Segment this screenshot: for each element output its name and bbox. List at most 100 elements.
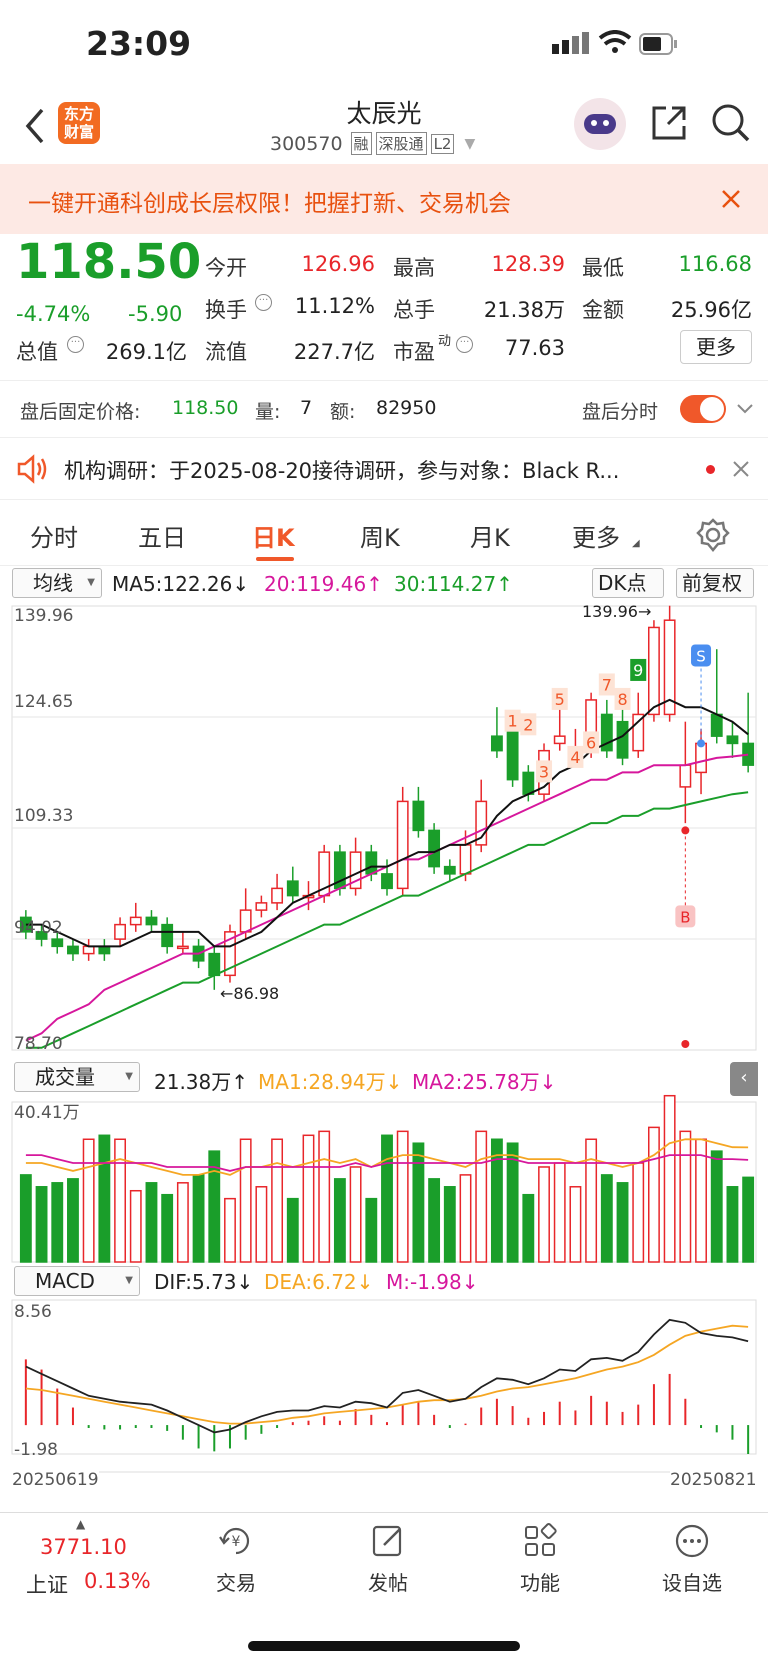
macd-dea-line [25,1324,749,1425]
candle-body [695,742,707,774]
tab-more[interactable]: 更多 [572,524,620,552]
chart-grid [11,605,757,1473]
info-icon[interactable]: ··· [255,294,272,311]
promo-banner[interactable]: 一键开通科创成长层权限！把握打新、交易机会 [0,164,768,234]
macd-plot [24,1318,750,1454]
banner-text: 一键开通科创成长层权限！把握打新、交易机会 [28,191,511,217]
volume-bar [412,1142,425,1263]
volume-ma1-line [25,1138,749,1176]
stock-code-row: 300570 融 深股通 L2 ▼ [270,132,475,155]
connect-badge: 深股通 [375,132,427,155]
candle-body [490,735,503,752]
volume-bar [553,1162,566,1263]
volume-bar [114,1138,126,1263]
candle-body [114,923,126,940]
news-ticker[interactable]: 机构调研：于2025-08-20接待调研，参与对象：Black R... [0,438,768,500]
close-icon[interactable] [720,188,742,210]
more-dots-icon [675,1524,709,1558]
yuan-cycle-icon: ¥ [219,1527,250,1555]
chevron-up-icon[interactable]: ▲ [76,1517,86,1531]
svg-text:¥: ¥ [232,1534,241,1550]
y-axis-top: 139.96 [14,606,74,626]
volume-bar [192,1174,205,1263]
dk-point-label: DK点 [598,571,647,595]
volume-bar [428,1178,441,1263]
add-watchlist-button[interactable]: 设自选 [652,1521,732,1596]
kline-svg: 1 2 3 4 5 6 789 S B [11,605,757,1473]
collapse-panel-button[interactable]: ‹ [730,1062,758,1096]
candle-body [365,851,378,875]
functions-button[interactable]: 功能 [504,1521,576,1596]
tab-monthly-k[interactable]: 月K [470,524,510,552]
volume-plot [19,1094,755,1263]
volume-value: 21.38万 [483,298,565,322]
post-button[interactable]: 发帖 [352,1521,424,1596]
tab-daily-k[interactable]: 日K [252,524,295,552]
close-icon[interactable] [732,460,750,478]
sell-signal-label: S [696,647,706,665]
adjust-button[interactable]: 前复权 [676,568,754,598]
trade-label: 交易 [216,1571,256,1595]
volume-bar [98,1134,111,1263]
buy-signal-label: B [680,908,690,926]
candle-body [396,800,409,890]
mktcap-value: 269.1亿 [105,340,187,364]
home-indicator [248,1641,520,1651]
after-hours-chart-label: 盘后分时 [582,401,659,423]
tab-intraday[interactable]: 分时 [30,524,78,552]
signal-mark [598,673,615,696]
sell-signal-mark [691,644,712,667]
after-hours-toggle[interactable] [680,395,726,423]
settings-gear-icon[interactable] [696,518,730,552]
candle-body [239,909,252,933]
change-percent: -4.74% [16,302,91,326]
tab-five-day[interactable]: 五日 [138,524,186,552]
buy-signal-mark [675,905,696,928]
signal-mark [583,731,600,754]
tab-weekly-k[interactable]: 周K [360,524,400,552]
index-name[interactable]: 上证 [26,1573,68,1597]
volume-bar [349,1166,362,1263]
macd-m-legend: M:-1.98↓ [386,1270,479,1294]
candle-body [553,735,566,745]
chevron-down-icon[interactable] [736,403,754,415]
candle-body [98,945,111,955]
ma-select[interactable]: 均线 ▼ [12,568,102,598]
trade-button[interactable]: ¥ 交易 [200,1521,272,1596]
volume-y-max: 40.41万 [14,1103,80,1123]
info-icon[interactable]: ··· [67,336,84,353]
event-dot [681,1040,690,1048]
info-icon[interactable]: ··· [456,336,473,353]
volume-select[interactable]: 成交量 ▼ [14,1062,140,1092]
robot-assistant-icon[interactable] [574,98,626,150]
candle-body [129,916,142,926]
volume-bar [663,1094,676,1263]
volume-bar [239,1138,252,1263]
more-button[interactable]: 更多 [680,330,752,364]
stock-code: 300570 [270,132,343,155]
candle-body [271,887,284,904]
volume-bar [208,1150,221,1263]
volume-bar [129,1189,142,1263]
grid-icon [525,1523,557,1556]
open-value: 126.96 [301,252,375,276]
macd-frame [11,1299,757,1455]
candle-body [82,945,95,955]
chevron-down-icon[interactable]: ▼ [464,135,476,152]
volume-bar [506,1142,519,1263]
ma20-legend: 20:119.46↑ [264,572,383,596]
index-percent[interactable]: 0.13% [84,1569,151,1593]
candle-body [51,938,64,948]
app-logo[interactable]: 东方 财富 [58,102,100,144]
index-value[interactable]: 3771.10 [40,1535,127,1559]
signal-mark [630,658,647,681]
bottom-nav: ▲ 3771.10 上证 0.13% ¥ 交易 发帖 功能 设自选 [0,1512,768,1662]
search-icon[interactable] [710,102,752,144]
ma20-line [25,753,749,1042]
share-icon[interactable] [650,102,690,142]
macd-select[interactable]: MACD ▼ [14,1266,140,1296]
back-icon[interactable] [22,106,46,146]
high-value: 128.39 [491,252,565,276]
kline-chart-area[interactable]: 均线 ▼ MA5:122.26↓ 20:119.46↑ 30:114.27↑ DK… [0,566,768,1490]
dk-point-button[interactable]: DK点 [592,568,664,598]
